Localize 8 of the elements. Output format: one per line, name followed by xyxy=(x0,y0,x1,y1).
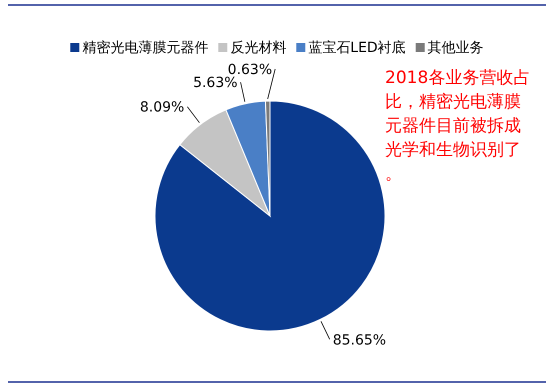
legend-label: 精密光电薄膜元器件 xyxy=(82,40,208,56)
data-label: 5.63% xyxy=(193,75,238,92)
legend-label: 反光材料 xyxy=(230,40,286,56)
text: 2018各业务营收占比，精密光电薄膜元器件目前被拆成光学和生物识别了。 xyxy=(385,68,530,184)
data-label: 8.09% xyxy=(140,100,184,116)
legend-label: 蓝宝石LED衬底 xyxy=(308,40,406,56)
data-label: 85.65% xyxy=(332,332,386,348)
legend-label: 其他业务 xyxy=(428,40,484,56)
